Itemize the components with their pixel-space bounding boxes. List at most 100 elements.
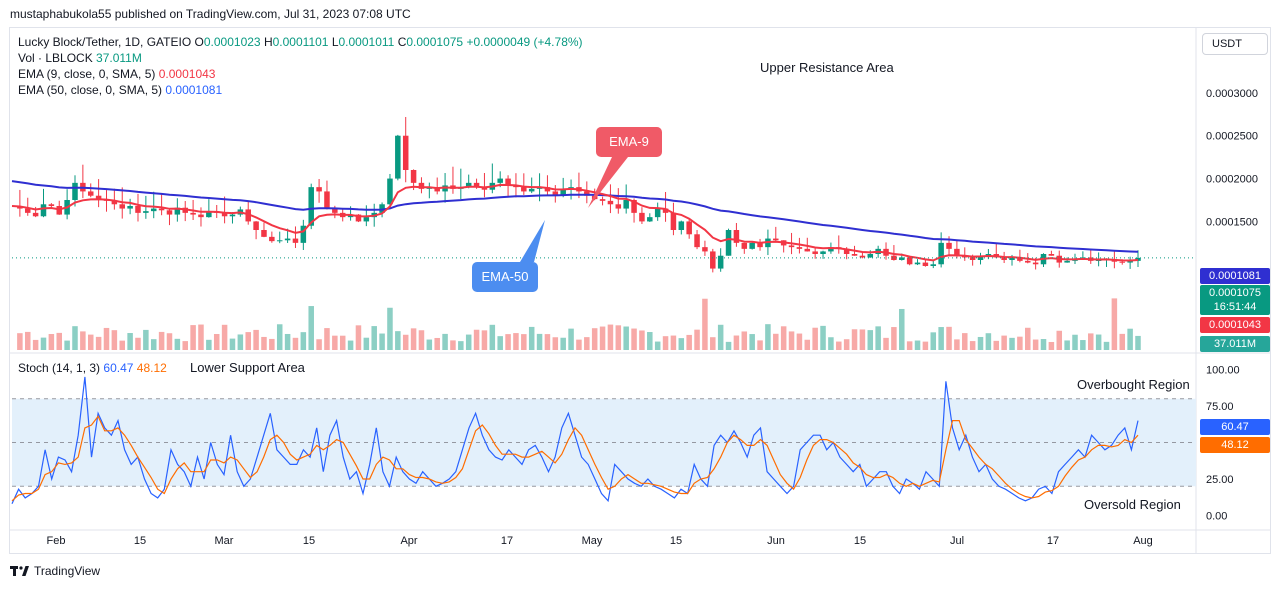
candle-body (607, 200, 614, 205)
candle-body (544, 187, 551, 192)
time-tick-label: Aug (1133, 535, 1153, 547)
volume-bar (1025, 327, 1031, 350)
candle-body (843, 248, 850, 254)
volume-bar (977, 336, 984, 350)
volume-bar (316, 339, 322, 350)
price-tick-label: 0.0002000 (1206, 174, 1258, 186)
volume-bar (174, 338, 181, 350)
volume-bar (465, 334, 472, 350)
volume-bar (733, 335, 740, 350)
volume-bar (127, 333, 133, 350)
volume-price-tag: 37.011M (1200, 336, 1270, 352)
volume-bar (1095, 334, 1102, 350)
volume-bar (954, 339, 960, 350)
ohlc-legend: Lucky Block/Tether, 1D, GATEIO O0.000102… (18, 34, 583, 50)
volume-bar (765, 324, 771, 350)
candle-body (1009, 257, 1015, 260)
volume-bar (481, 330, 488, 350)
volume-bar (1103, 341, 1110, 350)
volume-bar (48, 334, 55, 350)
candle-body (670, 212, 677, 230)
ema9-label[interactable]: EMA (9, close, 0, SMA, 5) (18, 67, 156, 81)
volume-bar (64, 340, 70, 350)
candle-body (166, 210, 173, 215)
volume-bar (985, 333, 992, 350)
volume-bar (213, 334, 220, 350)
candle-body (324, 191, 330, 209)
candle-body (253, 221, 259, 230)
time-tick-label: Apr (400, 535, 417, 547)
volume-bar (568, 328, 574, 350)
volume-bar (1056, 330, 1063, 350)
candle-body (308, 187, 314, 226)
volume-bar (237, 334, 244, 350)
volume-bar (788, 331, 795, 350)
candle-body (1135, 257, 1141, 261)
volume-bar (1111, 298, 1118, 350)
volume-bar (521, 334, 527, 350)
candle-body (521, 187, 527, 192)
candle-body (702, 247, 708, 252)
low-value: 0.0001011 (338, 35, 395, 49)
volume-bar (32, 339, 39, 350)
volume-bar (489, 324, 496, 350)
time-tick-label: 17 (501, 535, 513, 547)
volume-bar (458, 341, 464, 350)
volume-bar (150, 339, 157, 350)
high-label: H (263, 35, 273, 49)
volume-bar (332, 335, 338, 350)
volume-bar (513, 333, 519, 350)
candle-body (1064, 260, 1070, 263)
bar-countdown: 16:51:44 (1213, 301, 1257, 313)
candle-body (206, 211, 212, 218)
candle-body (410, 170, 417, 183)
candle-body (292, 238, 299, 243)
upper-resistance-label: Upper Resistance Area (760, 60, 894, 75)
candle-body (1095, 260, 1102, 261)
candle-body (662, 208, 669, 213)
price-tick-label: 0.0002500 (1206, 131, 1258, 143)
candle-body (599, 199, 606, 201)
candle-body (757, 242, 763, 248)
close-price-value: 0.0001075 (1209, 287, 1261, 299)
currency-selector[interactable]: USDT (1202, 33, 1268, 55)
candle-body (1001, 257, 1007, 260)
ema9-legend: EMA (9, close, 0, SMA, 5) 0.0001043 (18, 66, 215, 82)
candle-body (828, 247, 834, 252)
volume-bar (1127, 328, 1133, 350)
volume-value: 37.011M (96, 51, 142, 65)
volume-bar (40, 337, 47, 350)
candle-body (473, 182, 480, 188)
candle-body (1119, 261, 1126, 263)
candle-body (434, 187, 440, 192)
candle-body (867, 254, 874, 258)
volume-bar (591, 328, 598, 350)
candle-body (198, 214, 204, 218)
time-tick-label: Feb (47, 535, 66, 547)
volume-bar (906, 341, 913, 350)
overbought-label: Overbought Region (1077, 377, 1190, 392)
volume-bar (56, 332, 63, 350)
candle-body (946, 242, 952, 249)
volume-bar (749, 334, 755, 350)
candle-body (95, 195, 102, 200)
candle-body (985, 254, 992, 256)
volume-bar (1017, 336, 1023, 350)
volume-bar (536, 333, 543, 350)
volume-bar (80, 331, 86, 350)
candle-body (24, 208, 31, 213)
volume-bar (969, 341, 976, 350)
candle-body (654, 208, 661, 218)
volume-bar (1080, 340, 1086, 350)
ema50-label[interactable]: EMA (50, close, 0, SMA, 5) (18, 83, 163, 97)
close-label: C (397, 35, 407, 49)
volume-bar (182, 341, 188, 350)
tradingview-logo-icon (10, 566, 29, 576)
volume-bar (796, 333, 803, 350)
volume-label[interactable]: Vol · LBLOCK (18, 51, 93, 65)
candle-body (465, 182, 472, 188)
volume-bar (891, 327, 897, 350)
symbol-title[interactable]: Lucky Block/Tether, 1D, GATEIO (18, 35, 192, 49)
stoch-label[interactable]: Stoch (14, 1, 3) (18, 361, 101, 375)
